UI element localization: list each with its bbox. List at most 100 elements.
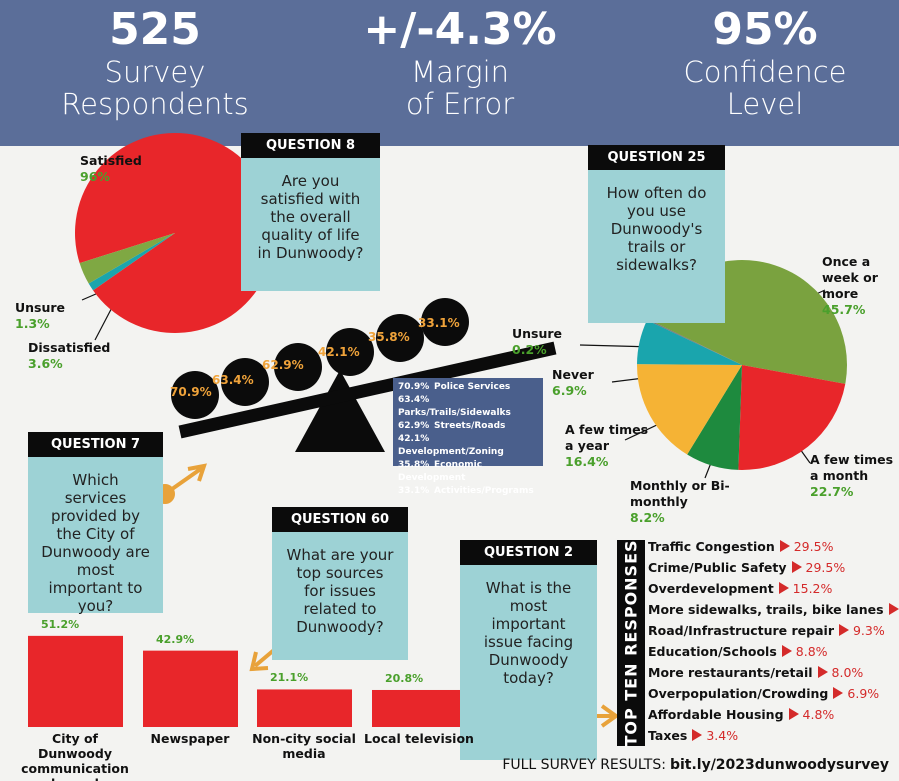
top-value: 9.3%	[853, 623, 885, 638]
pie-value: 1.3%	[15, 316, 85, 332]
question-text: How often do you use Dunwoody's trails o…	[588, 170, 725, 323]
legend-value: 33.1%	[398, 485, 434, 498]
legend-label: Development/Zoning	[398, 447, 504, 457]
stat-value: +/-4.3%	[310, 4, 610, 56]
legend-label: Activities/Programs	[434, 486, 534, 496]
top-label: Affordable Housing	[648, 707, 784, 722]
stat-value: 525	[5, 4, 305, 56]
pie-category: A few times a month	[810, 452, 899, 484]
stat-label: Confidence	[615, 56, 899, 88]
stat-label: of Error	[310, 88, 610, 120]
ball-label: 70.9%	[170, 385, 212, 399]
stat: +/-4.3%Marginof Error	[310, 4, 610, 120]
arrow-icon	[692, 729, 702, 741]
question-badge: QUESTION 25	[588, 145, 725, 170]
bar-category: Newspaper	[135, 731, 245, 746]
pie-label: Never6.9%	[552, 367, 612, 399]
legend-label: Police Services	[434, 382, 510, 392]
legend-item: 33.1%Activities/Programs	[398, 485, 538, 498]
question-text: Which services provided by the City of D…	[28, 457, 163, 613]
stat: 95%ConfidenceLevel	[615, 4, 899, 120]
legend-value: 62.9%	[398, 420, 434, 433]
pie-category: A few times a year	[565, 422, 650, 454]
stat-value: 95%	[615, 4, 899, 56]
legend-item: 62.9%Streets/Roads	[398, 420, 538, 433]
legend-value: 42.1%	[398, 433, 434, 446]
top-label: Taxes	[648, 728, 687, 743]
legend-value: 35.8%	[398, 459, 434, 472]
footer-link[interactable]: bit.ly/2023dunwoodysurvey	[670, 757, 889, 773]
arrow-icon	[789, 708, 799, 720]
question-text: Are you satisfied with the overall quali…	[241, 158, 380, 291]
side-label: TOP TEN RESPONSES	[622, 539, 641, 746]
arrow-icon	[839, 624, 849, 636]
bar-value: 20.8%	[385, 672, 423, 685]
top-value: 6.9%	[847, 686, 879, 701]
top-value: 8.8%	[796, 644, 828, 659]
top-label: Crime/Public Safety	[648, 560, 787, 575]
bar-category: Local television	[364, 731, 474, 746]
pie-category: Once a week or more	[822, 254, 899, 302]
bar	[257, 689, 352, 727]
top-value: 29.5%	[794, 539, 834, 554]
arrow-icon	[792, 561, 802, 573]
infographic: 525SurveyRespondents+/-4.3%Marginof Erro…	[0, 0, 899, 781]
question-badge: QUESTION 2	[460, 540, 597, 565]
legend-item: 63.4%Parks/Trails/Sidewalks	[398, 394, 538, 420]
pie-category: Never	[552, 367, 612, 383]
stat-label: Margin	[310, 56, 610, 88]
arrow-icon	[780, 540, 790, 552]
stat-label: Respondents	[5, 88, 305, 120]
legend-value: 63.4%	[398, 394, 434, 407]
side-bar: TOP TEN RESPONSES	[617, 540, 645, 746]
pie-value: 22.7%	[810, 484, 899, 500]
legend-label: Parks/Trails/Sidewalks	[398, 408, 511, 418]
legend-item: 35.8%Economic Development	[398, 459, 538, 485]
arrow-icon	[818, 666, 828, 678]
stat-label: Survey	[5, 56, 305, 88]
arrow-icon	[779, 582, 789, 594]
bar	[372, 690, 467, 727]
legend-item: 70.9%Police Services	[398, 381, 538, 394]
arrow-icon	[833, 687, 843, 699]
top-label: Overpopulation/Crowding	[648, 686, 828, 701]
arrow-icon	[889, 603, 899, 615]
ball-label: 63.4%	[212, 373, 254, 387]
bar-category: City of Dunwoody communication channels	[20, 731, 130, 781]
pie-value: 0.2%	[512, 342, 582, 358]
pie-value: 6.9%	[552, 383, 612, 399]
pie-category: Unsure	[512, 326, 582, 342]
pie-label: Monthly or Bi-monthly8.2%	[630, 478, 730, 526]
top-item: Overpopulation/Crowding 6.9%	[648, 686, 879, 702]
pie-category: Satisfied	[80, 153, 170, 169]
arrow-icon	[782, 645, 792, 657]
top-label: More sidewalks, trails, bike lanes	[648, 602, 884, 617]
pie-label: Satisfied96%	[80, 153, 170, 185]
bar-value: 21.1%	[270, 671, 308, 684]
top-value: 8.0%	[832, 665, 864, 680]
ball-label: 35.8%	[368, 330, 410, 344]
question-badge: QUESTION 60	[272, 507, 408, 532]
pie-value: 16.4%	[565, 454, 650, 470]
ball-label: 33.1%	[418, 316, 460, 330]
top-label: Overdevelopment	[648, 581, 774, 596]
legend-label: Streets/Roads	[434, 421, 505, 431]
pie-category: Monthly or Bi-monthly	[630, 478, 730, 510]
top-value: 29.5%	[806, 560, 846, 575]
question-text: What are your top sources for issues rel…	[272, 532, 408, 660]
legend-value: 70.9%	[398, 381, 434, 394]
stat: 525SurveyRespondents	[5, 4, 305, 120]
footer-text: FULL SURVEY RESULTS:	[502, 757, 666, 773]
